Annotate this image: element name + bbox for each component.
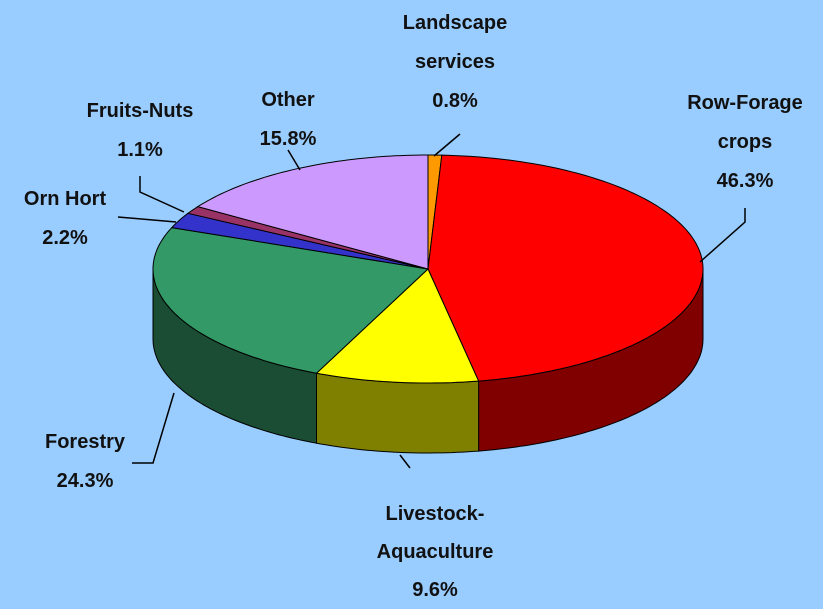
leader-line [139,176,185,213]
slice-label: Landscape services 0.8% [380,4,530,121]
slice-label: Fruits-Nuts 1.1% [75,92,205,170]
category-name: Other [261,89,315,111]
slice-label: Forestry 24.3% [30,423,140,501]
value-label: 9.6% [412,579,458,601]
slice [196,154,429,270]
slice [170,212,429,270]
slice-label: Livestock-Aquaculture 9.6% [370,495,500,609]
leader-line [399,454,411,469]
value-label: 46.3% [716,170,774,192]
category-name: Fruits-Nuts [86,100,194,122]
slice-label: Row-Forage crops 46.3% [670,84,820,201]
leader-line [117,216,177,223]
value-label: 24.3% [56,470,114,492]
leader-line [699,208,746,263]
leader-line [132,392,175,464]
category-name: Forestry [44,431,126,453]
slice-side [316,372,480,454]
slice [315,268,480,384]
leader-line [287,149,301,171]
category-name: Livestock-Aquaculture [376,503,494,563]
slice [152,227,430,374]
category-name: Orn Hort [23,188,107,210]
slice [427,154,704,382]
value-label: 2.2% [42,227,88,249]
value-label: 15.8% [259,128,317,150]
slice-label: Orn Hort 2.2% [10,180,120,258]
slice-label: Other 15.8% [233,81,343,159]
value-label: 1.1% [117,139,163,161]
category-name: Landscape services [402,12,508,73]
leader-line [433,133,461,157]
category-name: Row-Forage crops [687,92,803,153]
value-label: 0.8% [432,90,478,112]
